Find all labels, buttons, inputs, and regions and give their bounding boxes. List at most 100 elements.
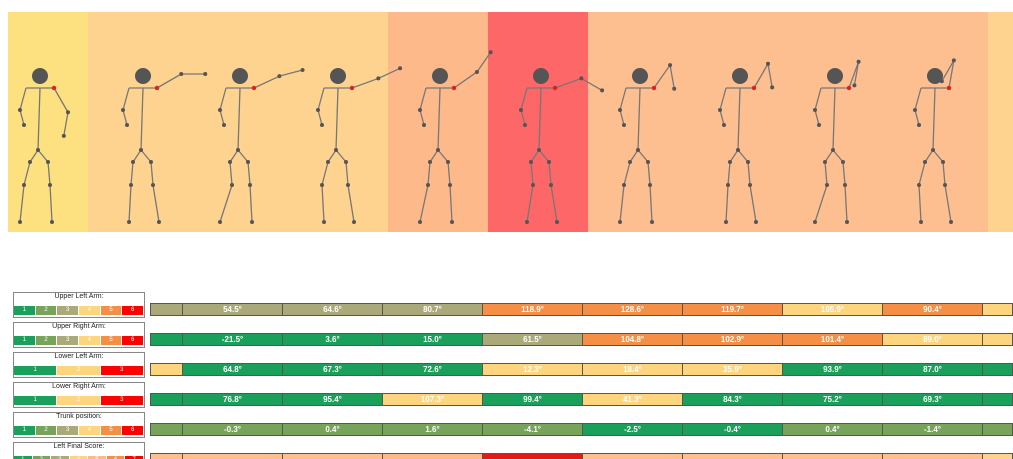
bone	[932, 149, 944, 163]
marker-joint	[552, 85, 558, 91]
value-cell: 15.0°	[383, 333, 483, 346]
bone	[335, 149, 347, 163]
joint	[418, 108, 422, 112]
bone	[427, 161, 431, 186]
bone	[653, 64, 671, 89]
bone	[37, 149, 49, 163]
joint	[139, 148, 143, 152]
joint	[426, 183, 430, 187]
bone	[737, 149, 749, 163]
joint	[121, 108, 125, 112]
joint	[230, 183, 234, 187]
marker-joint	[154, 85, 160, 91]
bone	[351, 77, 379, 89]
joint	[913, 108, 917, 112]
joint	[823, 160, 827, 164]
score-cell: 6	[122, 306, 144, 315]
score-cell: 5	[100, 306, 123, 315]
bone	[247, 161, 251, 186]
bone	[725, 184, 729, 223]
joint	[648, 183, 652, 187]
bone	[249, 184, 253, 223]
joint	[66, 110, 70, 115]
joint	[418, 220, 422, 224]
score-cell: 6	[122, 426, 144, 435]
bone	[130, 161, 134, 186]
bone	[237, 87, 241, 151]
joint	[618, 220, 622, 224]
bone	[914, 109, 920, 126]
head	[432, 68, 448, 84]
bone	[437, 87, 441, 151]
joint	[326, 160, 330, 164]
joint	[525, 220, 529, 224]
joint	[672, 86, 677, 91]
joint	[841, 160, 845, 164]
bone	[918, 184, 922, 223]
value-cell: 80.7°	[383, 303, 483, 316]
value-cell: 128.6°	[583, 303, 683, 316]
bone	[150, 161, 154, 186]
score-cell: 1	[14, 396, 58, 405]
joint	[748, 183, 752, 187]
value-cell	[383, 453, 483, 459]
score-cell: 2	[35, 336, 58, 345]
joint	[131, 160, 135, 164]
joint	[436, 148, 440, 152]
value-cell	[183, 453, 283, 459]
frame-band	[8, 12, 88, 232]
bone	[824, 149, 834, 163]
joint	[813, 108, 817, 112]
joint	[856, 59, 861, 64]
head	[533, 68, 549, 84]
bone	[647, 161, 651, 186]
score-cell: 6	[106, 456, 126, 459]
value-cell: 1.6°	[383, 423, 483, 436]
value-cell	[983, 363, 1013, 376]
joint	[531, 183, 535, 187]
score-cell: 1	[14, 456, 33, 459]
bone	[842, 161, 846, 186]
score-cell: 3	[57, 426, 79, 435]
value-cell: 105.9°	[783, 303, 883, 316]
bone	[853, 61, 860, 86]
value-cell: 35.9°	[683, 363, 783, 376]
bone	[538, 87, 542, 151]
bone	[419, 109, 425, 126]
bone	[580, 77, 603, 91]
bone	[63, 112, 69, 136]
joint	[941, 160, 945, 164]
joint	[422, 123, 426, 127]
bone	[447, 161, 451, 186]
joint	[537, 148, 541, 152]
bone	[629, 149, 639, 163]
value-cell: -0.3°	[183, 423, 283, 436]
bone	[449, 184, 453, 223]
bone	[623, 161, 631, 186]
bone	[345, 161, 349, 186]
joint	[344, 160, 348, 164]
joint	[151, 183, 155, 187]
bone	[520, 87, 528, 111]
bone	[550, 184, 558, 223]
joint	[450, 220, 454, 224]
joint	[549, 183, 553, 187]
bone	[378, 67, 401, 80]
joint	[352, 220, 356, 224]
joint	[817, 123, 821, 127]
value-cell	[483, 453, 583, 459]
value-cell: 64.8°	[183, 363, 283, 376]
bone	[832, 87, 836, 151]
marker-joint	[651, 85, 657, 91]
score-cell: 3	[100, 366, 144, 375]
row-title: Left Final Score:	[53, 443, 105, 450]
value-cell	[983, 303, 1013, 316]
joint	[622, 123, 626, 127]
value-cell	[983, 333, 1013, 346]
value-cell	[983, 453, 1013, 459]
value-cell	[683, 453, 783, 459]
value-cell: 95.4°	[283, 393, 383, 406]
joint	[746, 160, 750, 164]
value-cell: 0.4°	[783, 423, 883, 436]
